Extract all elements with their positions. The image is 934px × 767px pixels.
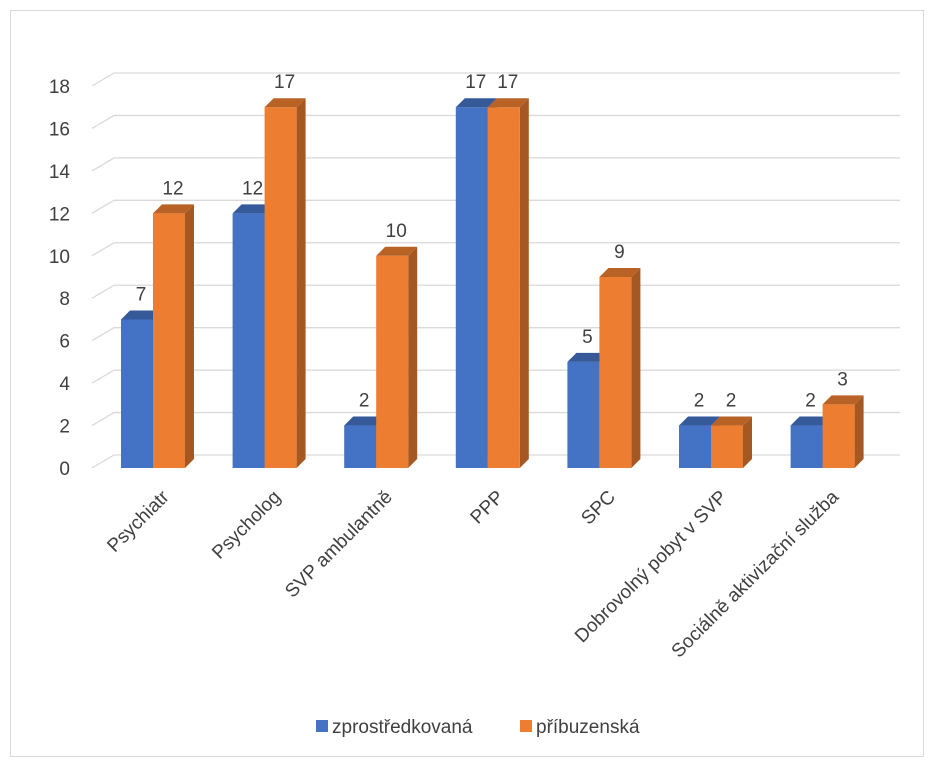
bar-side — [185, 204, 194, 469]
data-label: 2 — [359, 391, 370, 412]
bar-top — [121, 310, 162, 320]
data-label: 9 — [614, 242, 625, 263]
x-tick-label: SPC — [577, 487, 619, 529]
bars — [121, 98, 864, 469]
bar-top — [487, 98, 529, 108]
bar-top — [153, 204, 194, 214]
bar-top — [567, 352, 609, 362]
bar-front — [344, 425, 377, 468]
gridline — [91, 242, 900, 257]
bar — [487, 98, 529, 468]
bar-top — [376, 246, 418, 256]
bar-front — [711, 425, 743, 468]
bar-side — [743, 416, 752, 468]
bar-top — [679, 416, 720, 426]
y-tick-label: 16 — [49, 119, 70, 140]
bar-front — [790, 425, 823, 468]
bar-front — [455, 107, 488, 468]
legend: zprostředkovaná příbuzenská — [316, 717, 640, 738]
y-tick-label: 12 — [49, 204, 70, 225]
bar-top — [599, 268, 641, 277]
bar-side — [408, 246, 418, 468]
data-label: 2 — [805, 391, 816, 412]
bar — [264, 98, 306, 468]
bar-top — [790, 416, 832, 426]
bar-front — [679, 425, 711, 468]
bar-side — [296, 98, 306, 468]
bar — [822, 395, 864, 468]
data-label: 2 — [694, 391, 705, 412]
bar-front — [153, 213, 185, 468]
y-tick-label: 14 — [49, 162, 71, 183]
y-axis-ticks: 0 2 4 6 8 10 12 14 16 18 — [49, 77, 71, 480]
legend-item: zprostředkovaná — [316, 717, 473, 738]
data-label: 12 — [162, 178, 183, 199]
legend-item: příbuzenská — [520, 717, 640, 738]
y-tick-label: 6 — [59, 332, 70, 353]
data-label: 17 — [465, 72, 486, 93]
y-tick-label: 2 — [59, 417, 70, 438]
gridline — [91, 114, 900, 130]
bar-front — [487, 107, 520, 468]
y-tick-label: 18 — [49, 77, 70, 98]
bar-front — [121, 319, 153, 468]
x-tick-label: Psychiatr — [103, 486, 174, 557]
bar-front — [599, 277, 632, 468]
bar-front — [232, 213, 265, 468]
data-label: 7 — [136, 284, 147, 305]
bar-front — [822, 404, 855, 468]
legend-label: zprostředkovaná — [332, 717, 473, 738]
bar-top — [711, 416, 752, 426]
legend-label: příbuzenská — [536, 717, 640, 738]
bar-top — [455, 98, 497, 108]
bar-top — [264, 98, 306, 108]
data-label: 17 — [497, 72, 518, 93]
x-tick-label: Psycholog — [208, 487, 285, 564]
y-tick-label: 0 — [59, 459, 70, 480]
y-tick-label: 8 — [59, 289, 70, 310]
data-label: 3 — [837, 369, 848, 390]
bar-side — [519, 98, 529, 468]
gridline — [91, 72, 900, 87]
legend-swatch — [316, 720, 328, 732]
bar-front — [376, 255, 409, 468]
data-label: 2 — [726, 391, 737, 412]
legend-swatch — [520, 720, 532, 732]
y-tick-label: 4 — [59, 374, 70, 395]
x-tick-label: PPP — [467, 487, 509, 529]
bar-front — [567, 361, 600, 468]
data-label: 17 — [274, 72, 295, 93]
bar-top — [344, 416, 386, 426]
bar — [153, 204, 194, 469]
data-label: 5 — [582, 327, 593, 348]
bar-top — [232, 204, 274, 214]
gridline — [91, 199, 900, 214]
gridline — [91, 157, 900, 172]
bar — [376, 246, 418, 468]
y-tick-label: 10 — [49, 247, 70, 268]
data-label: 10 — [386, 221, 407, 242]
bar — [599, 268, 641, 468]
bar-top — [822, 395, 864, 405]
bar — [711, 416, 752, 468]
bar-side — [854, 395, 864, 468]
x-tick-label: SVP ambulantně — [281, 487, 396, 602]
data-label: 12 — [242, 178, 263, 199]
bar-front — [264, 107, 297, 468]
bar-side — [631, 268, 641, 468]
